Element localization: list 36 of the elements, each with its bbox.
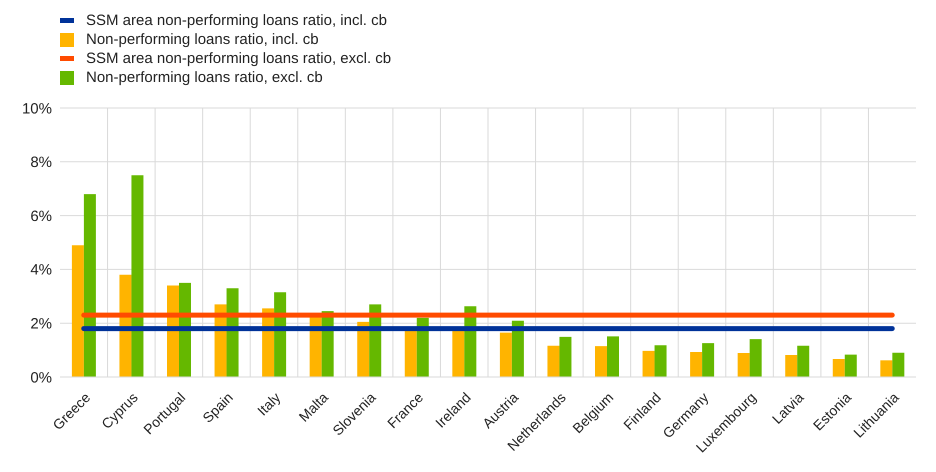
x-tick-label: Italy xyxy=(254,389,284,419)
bar xyxy=(595,346,607,377)
bar xyxy=(797,346,810,377)
y-tick-label: 10% xyxy=(22,100,52,118)
bar xyxy=(832,358,845,377)
bar xyxy=(547,346,560,377)
bar xyxy=(892,352,904,377)
bar xyxy=(690,352,702,377)
bar xyxy=(500,332,512,377)
bar xyxy=(452,330,464,377)
legend-label: Non-performing loans ratio, excl. cb xyxy=(86,69,323,86)
bar xyxy=(72,245,84,377)
bar xyxy=(357,322,370,377)
bar xyxy=(702,343,714,377)
y-tick-label: 6% xyxy=(30,208,52,225)
bar xyxy=(84,194,96,377)
bar xyxy=(738,353,750,377)
bar xyxy=(512,320,524,377)
bar xyxy=(750,339,762,377)
bar xyxy=(844,354,857,377)
bar xyxy=(785,354,798,377)
bar xyxy=(559,336,572,377)
y-tick-label: 0% xyxy=(30,369,52,386)
y-tick-label: 2% xyxy=(30,316,52,333)
y-tick-label: 8% xyxy=(30,154,52,172)
legend-label: Non-performing loans ratio, incl. cb xyxy=(86,31,319,48)
bar xyxy=(607,336,619,377)
y-tick-label: 4% xyxy=(30,262,52,279)
bar xyxy=(131,175,144,377)
legend-label: SSM area non-performing loans ratio, incl. cb xyxy=(86,12,387,29)
bar xyxy=(654,345,667,377)
bar xyxy=(880,360,892,377)
bar xyxy=(119,274,132,377)
bar xyxy=(416,318,429,377)
legend-label: SSM area non-performing loans ratio, excl. cb xyxy=(86,50,392,67)
bar xyxy=(642,350,655,377)
